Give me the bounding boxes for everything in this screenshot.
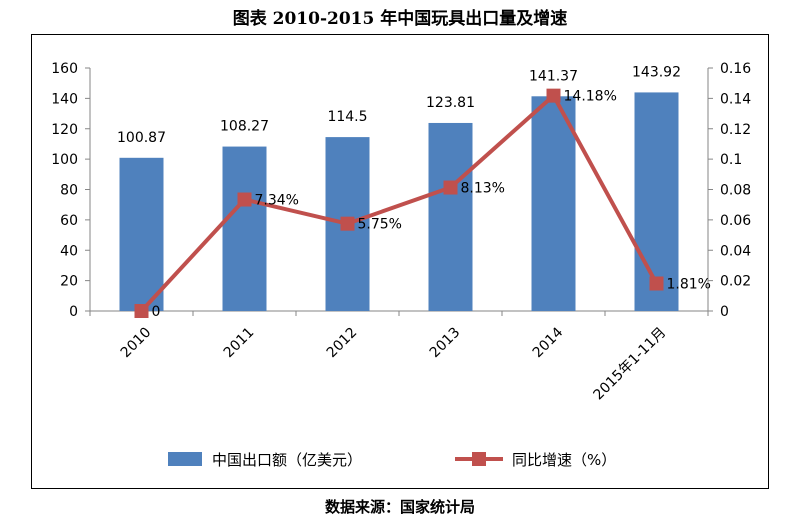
growth-marker — [134, 304, 149, 318]
growth-marker — [546, 88, 561, 103]
bar — [531, 96, 576, 311]
left-tick-label: 100 — [51, 152, 78, 168]
left-tick-label: 60 — [60, 213, 78, 229]
chart-frame — [31, 34, 769, 489]
right-tick-label: 0.06 — [720, 213, 751, 229]
bar-value-label: 143.92 — [632, 64, 681, 80]
x-tick-label: 2013 — [427, 325, 464, 362]
bar — [119, 157, 164, 311]
bar-value-label: 114.5 — [327, 109, 367, 125]
right-tick-label: 0 — [720, 304, 729, 320]
legend-line-marker — [472, 452, 486, 466]
growth-value-label: 8.13% — [461, 181, 505, 197]
bar-value-label: 141.37 — [529, 68, 578, 84]
right-tick-label: 0.04 — [720, 243, 751, 259]
bar — [428, 122, 473, 311]
bar — [222, 146, 267, 311]
growth-marker — [443, 180, 458, 195]
right-tick-label: 0.08 — [720, 183, 751, 199]
x-tick-label: 2012 — [324, 325, 361, 362]
growth-marker — [237, 192, 252, 207]
left-tick-label: 160 — [51, 61, 78, 77]
bar-value-label: 108.27 — [220, 119, 269, 135]
right-tick-label: 0.16 — [720, 61, 751, 77]
left-tick-label: 80 — [60, 183, 78, 199]
growth-marker — [649, 276, 664, 291]
bar-series — [119, 92, 679, 311]
data-labels: 100.87 108.27 114.5 123.81 141.37 143.92 0 7.34… — [117, 64, 711, 320]
left-tick-label: 40 — [60, 243, 78, 259]
growth-line — [140, 93, 659, 313]
bar-value-label: 100.87 — [117, 130, 166, 146]
left-tick-label: 20 — [60, 274, 78, 290]
chart-legend: 中国出口额（亿美元） 同比增速（%） — [168, 451, 616, 469]
bar-value-label: 123.81 — [426, 95, 475, 111]
growth-value-label: 1.81% — [667, 277, 711, 293]
growth-marker — [340, 216, 355, 231]
bar — [634, 92, 679, 311]
chart-title: 图表 2010-2015 年中国玩具出口量及增速 — [232, 9, 568, 29]
growth-value-label: 0 — [152, 304, 161, 320]
growth-value-label: 14.18% — [564, 89, 617, 105]
right-tick-label: 0.1 — [720, 152, 742, 168]
x-tick-label: 2011 — [221, 325, 258, 362]
growth-value-label: 7.34% — [255, 193, 299, 209]
left-tick-label: 140 — [51, 91, 78, 107]
left-tick-label: 120 — [51, 122, 78, 138]
right-tick-label: 0.02 — [720, 274, 751, 290]
line-series — [134, 88, 664, 318]
data-source-note: 数据来源：国家统计局 — [324, 498, 475, 516]
left-tick-label: 0 — [69, 304, 78, 320]
x-tick-label: 2014 — [530, 324, 567, 361]
right-tick-label: 0.12 — [720, 122, 751, 138]
legend-bar-label: 中国出口额（亿美元） — [212, 451, 362, 469]
x-tick-label: 2015年1-11月 — [591, 325, 670, 404]
x-tick-label: 2010 — [118, 325, 155, 362]
legend-bar-swatch — [168, 452, 202, 466]
growth-value-label: 5.75% — [358, 217, 402, 233]
right-tick-label: 0.14 — [720, 91, 751, 107]
legend-line-label: 同比增速（%） — [512, 451, 616, 469]
